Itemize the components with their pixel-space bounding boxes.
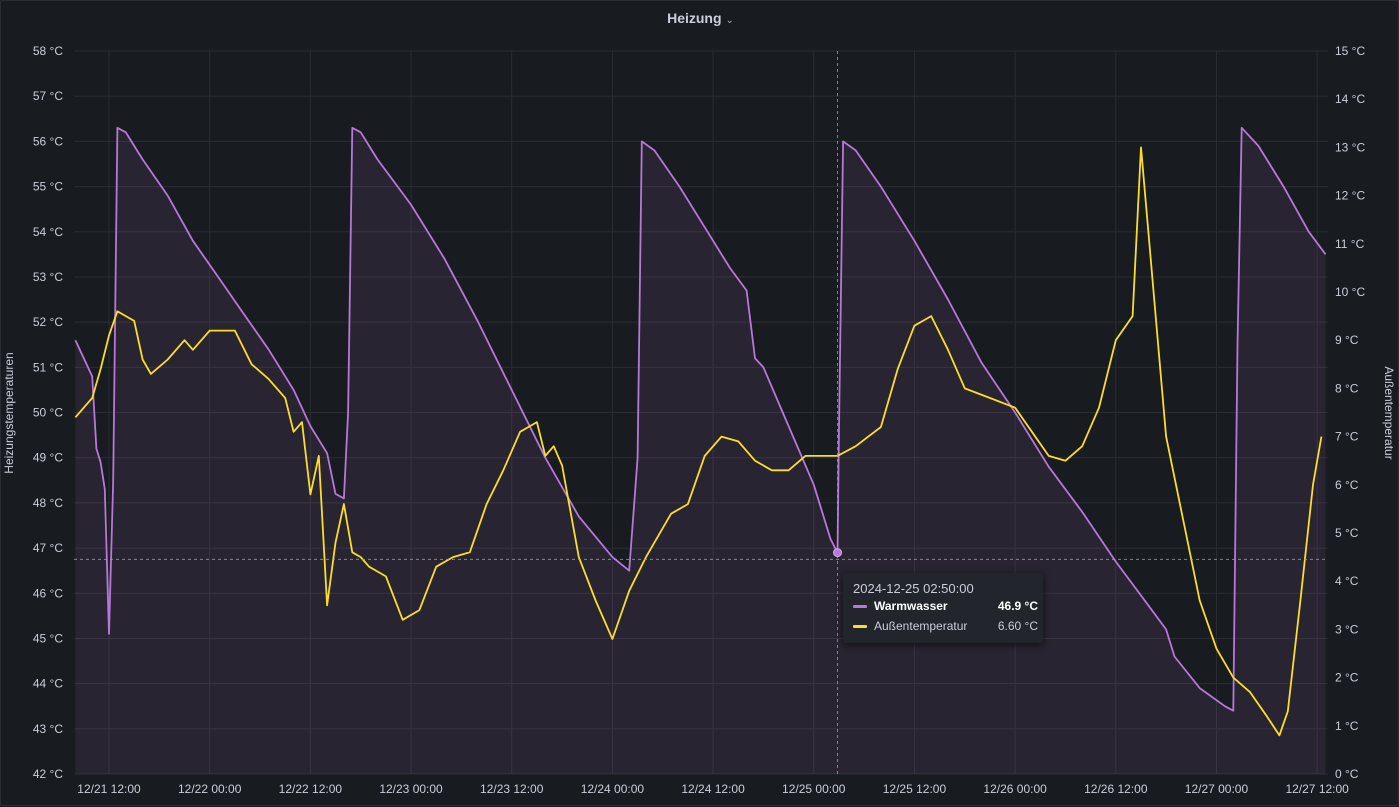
y-right-tick-label: 6 °C bbox=[1335, 478, 1359, 492]
tooltip-row-warmwasser: Warmwasser 46.9 °C bbox=[853, 599, 1038, 615]
y-axis-right-label: Außentemperatur bbox=[1382, 366, 1396, 459]
series-line-aussentemperatur bbox=[74, 146, 1323, 737]
x-tick-label: 12/21 12:00 bbox=[77, 782, 141, 796]
chevron-down-icon[interactable]: ⌄ bbox=[725, 15, 734, 26]
y-left-tick-label: 55 °C bbox=[33, 180, 63, 194]
y-right-tick-label: 11 °C bbox=[1335, 237, 1365, 251]
tooltip-series-value: 6.60 °C bbox=[997, 619, 1038, 633]
series-line-warmwasser bbox=[74, 126, 1327, 712]
y-right-tick-label: 1 °C bbox=[1335, 719, 1359, 733]
y-left-tick-label: 42 °C bbox=[33, 767, 63, 781]
y-left-tick-label: 52 °C bbox=[33, 315, 63, 329]
y-right-tick-label: 2 °C bbox=[1335, 671, 1359, 685]
y-right-tick-label: 7 °C bbox=[1335, 430, 1359, 444]
tooltip-series-name: Außentemperatur bbox=[874, 619, 968, 633]
y-right-tick-label: 13 °C bbox=[1335, 140, 1365, 154]
y-left-tick-label: 50 °C bbox=[33, 406, 63, 420]
y-right-tick-label: 4 °C bbox=[1335, 574, 1359, 588]
tooltip-row-aussentemperatur: Außentemperatur 6.60 °C bbox=[853, 619, 1038, 635]
x-tick-label: 12/27 12:00 bbox=[1285, 782, 1349, 796]
series-swatch bbox=[853, 625, 867, 628]
y-right-tick-label: 5 °C bbox=[1335, 526, 1359, 540]
y-axis-right: 0 °C 1 °C 2 °C 3 °C 4 °C 5 °C 6 °C 7 °C 8 °C 9 °C… bbox=[1335, 44, 1365, 781]
panel-title-text[interactable]: Heizung bbox=[667, 10, 722, 26]
tooltip-timestamp: 2024-12-25 02:50:00 bbox=[853, 581, 974, 596]
y-left-tick-label: 58 °C bbox=[33, 44, 63, 58]
x-tick-label: 12/23 00:00 bbox=[379, 782, 443, 796]
y-right-tick-label: 0 °C bbox=[1335, 767, 1359, 781]
x-tick-label: 12/26 00:00 bbox=[983, 782, 1047, 796]
y-right-tick-label: 9 °C bbox=[1335, 333, 1359, 347]
y-axis-left: 42 °C 43 °C 44 °C 45 °C 46 °C 47 °C 48 °C 49 °C… bbox=[33, 44, 63, 781]
y-right-tick-label: 8 °C bbox=[1335, 381, 1359, 395]
y-left-tick-label: 48 °C bbox=[33, 496, 63, 510]
grid bbox=[74, 50, 1328, 775]
y-left-tick-label: 51 °C bbox=[33, 360, 63, 374]
tooltip-series-value: 46.9 °C bbox=[997, 599, 1038, 613]
y-left-tick-label: 56 °C bbox=[33, 134, 63, 148]
y-left-tick-label: 43 °C bbox=[33, 722, 63, 736]
y-right-tick-label: 15 °C bbox=[1335, 44, 1365, 58]
x-tick-label: 12/23 12:00 bbox=[480, 782, 544, 796]
y-left-tick-label: 57 °C bbox=[33, 89, 63, 103]
series-swatch bbox=[853, 605, 867, 608]
panel-title[interactable]: Heizung ⌄ bbox=[1, 10, 1399, 26]
x-tick-label: 12/24 00:00 bbox=[581, 782, 645, 796]
x-tick-label: 12/24 12:00 bbox=[681, 782, 745, 796]
y-right-tick-label: 14 °C bbox=[1335, 92, 1365, 106]
y-left-tick-label: 46 °C bbox=[33, 586, 63, 600]
x-tick-label: 12/25 12:00 bbox=[883, 782, 947, 796]
y-left-tick-label: 54 °C bbox=[33, 225, 63, 239]
x-tick-label: 12/22 12:00 bbox=[279, 782, 343, 796]
y-left-tick-label: 44 °C bbox=[33, 677, 63, 691]
y-axis-left-label: Heizungstemperaturen bbox=[2, 352, 16, 473]
hover-point bbox=[833, 548, 843, 558]
y-left-tick-label: 47 °C bbox=[33, 541, 63, 555]
y-right-tick-label: 3 °C bbox=[1335, 622, 1359, 636]
tooltip-series-name: Warmwasser bbox=[874, 599, 948, 613]
x-tick-label: 12/25 00:00 bbox=[782, 782, 846, 796]
x-tick-label: 12/27 00:00 bbox=[1185, 782, 1249, 796]
x-tick-label: 12/26 12:00 bbox=[1084, 782, 1148, 796]
y-left-tick-label: 45 °C bbox=[33, 631, 63, 645]
x-tick-label: 12/22 00:00 bbox=[178, 782, 242, 796]
tooltip: 2024-12-25 02:50:00 Warmwasser 46.9 °C A… bbox=[843, 573, 1043, 643]
y-right-tick-label: 10 °C bbox=[1335, 285, 1365, 299]
y-left-tick-label: 53 °C bbox=[33, 270, 63, 284]
x-axis: 12/21 12:00 12/22 00:00 12/22 12:00 12/23 0… bbox=[77, 782, 1349, 796]
series-layer bbox=[74, 126, 1327, 775]
series-area-warmwasser bbox=[75, 127, 1326, 775]
crosshair bbox=[74, 51, 1328, 774]
y-right-tick-label: 12 °C bbox=[1335, 189, 1365, 203]
y-left-tick-label: 49 °C bbox=[33, 451, 63, 465]
